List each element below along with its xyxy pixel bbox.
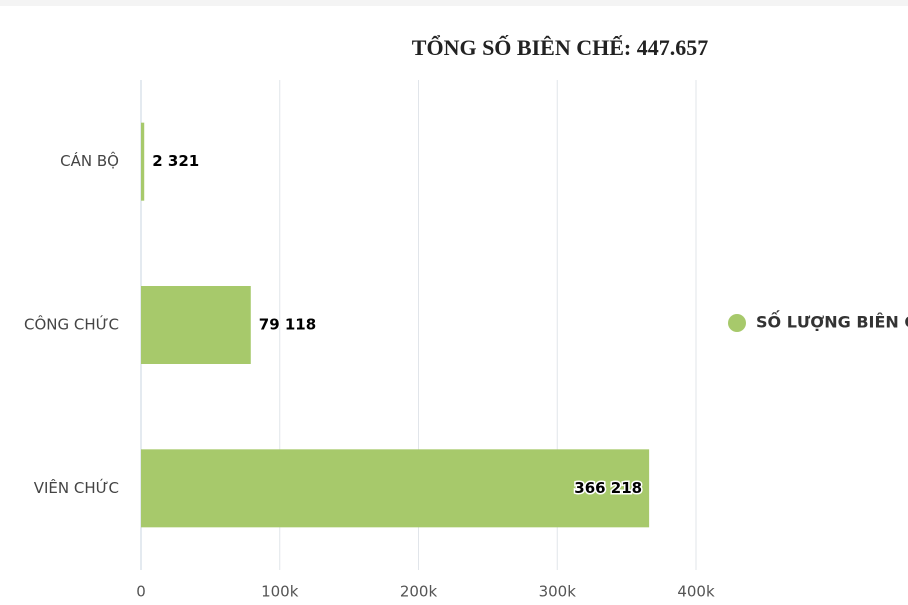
bar — [141, 449, 650, 528]
bar — [141, 286, 251, 364]
x-tick-label: 400k — [677, 583, 715, 601]
y-tick-label: CÁN BỘ — [60, 151, 119, 170]
chart-title: TỔNG SỐ BIÊN CHẾ: 447.657 — [412, 35, 708, 60]
bar — [141, 122, 145, 201]
y-tick-label: VIÊN CHỨC — [34, 478, 119, 497]
x-tick-label: 0 — [136, 583, 146, 601]
data-label: 79 118 — [259, 316, 316, 334]
x-tick-label: 200k — [400, 583, 438, 601]
top-strip — [0, 0, 908, 6]
y-tick-label: CÔNG CHỨC — [24, 315, 119, 334]
legend-label: SỐ LƯỢNG BIÊN C — [756, 311, 908, 332]
legend-marker — [728, 314, 746, 332]
data-label: 366 218 — [574, 479, 642, 497]
x-tick-label: 100k — [261, 583, 299, 601]
data-label: 2 321 — [152, 152, 199, 170]
x-tick-label: 300k — [539, 583, 577, 601]
